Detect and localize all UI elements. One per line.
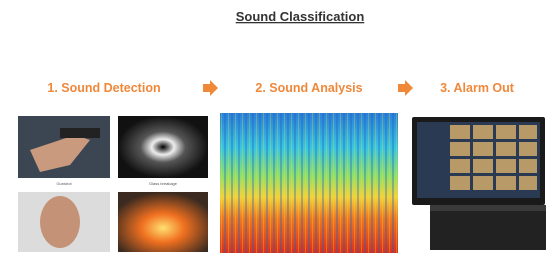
title: Sound Classification [236, 9, 365, 24]
step-label: 3. Alarm Out [440, 81, 515, 95]
page: Sound Classification 1. Sound Detection … [0, 0, 546, 255]
spectrogram-texture [220, 113, 398, 253]
caption: Gunshot [56, 181, 72, 186]
recorder [430, 205, 546, 250]
caption: Glass breakage [149, 181, 178, 186]
diagram: Sound Classification 1. Sound Detection … [0, 0, 546, 255]
recorder-top [430, 205, 546, 211]
gun [60, 128, 100, 138]
arrow [203, 80, 218, 96]
arrow [398, 80, 413, 96]
step-label: 2. Sound Analysis [255, 81, 362, 95]
fire-photo [118, 192, 208, 252]
step-label: 1. Sound Detection [47, 81, 160, 95]
face [40, 196, 80, 248]
glass-photo [118, 116, 208, 178]
